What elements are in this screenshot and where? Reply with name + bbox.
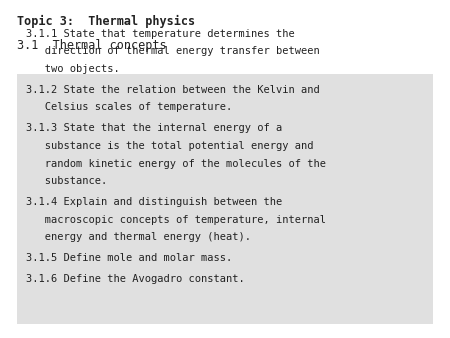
Text: Celsius scales of temperature.: Celsius scales of temperature. bbox=[26, 102, 232, 113]
FancyBboxPatch shape bbox=[17, 74, 433, 324]
Text: two objects.: two objects. bbox=[26, 64, 120, 74]
Text: energy and thermal energy (heat).: energy and thermal energy (heat). bbox=[26, 232, 251, 242]
Text: direction of thermal energy transfer between: direction of thermal energy transfer bet… bbox=[26, 46, 320, 56]
Text: 3.1.5 Define mole and molar mass.: 3.1.5 Define mole and molar mass. bbox=[26, 253, 232, 263]
Text: 3.1.6 Define the Avogadro constant.: 3.1.6 Define the Avogadro constant. bbox=[26, 274, 245, 284]
Text: Topic 3:  Thermal physics: Topic 3: Thermal physics bbox=[17, 15, 195, 28]
Text: random kinetic energy of the molecules of the: random kinetic energy of the molecules o… bbox=[26, 159, 326, 169]
Text: 3.1  Thermal concepts: 3.1 Thermal concepts bbox=[17, 39, 166, 52]
Text: macroscopic concepts of temperature, internal: macroscopic concepts of temperature, int… bbox=[26, 215, 326, 225]
Text: 3.1.1 State that temperature determines the: 3.1.1 State that temperature determines … bbox=[26, 29, 295, 39]
Text: 3.1.2 State the relation between the Kelvin and: 3.1.2 State the relation between the Kel… bbox=[26, 85, 320, 95]
Text: substance.: substance. bbox=[26, 176, 108, 186]
Text: 3.1.4 Explain and distinguish between the: 3.1.4 Explain and distinguish between th… bbox=[26, 197, 282, 207]
Text: 3.1.3 State that the internal energy of a: 3.1.3 State that the internal energy of … bbox=[26, 123, 282, 134]
Text: substance is the total potential energy and: substance is the total potential energy … bbox=[26, 141, 314, 151]
